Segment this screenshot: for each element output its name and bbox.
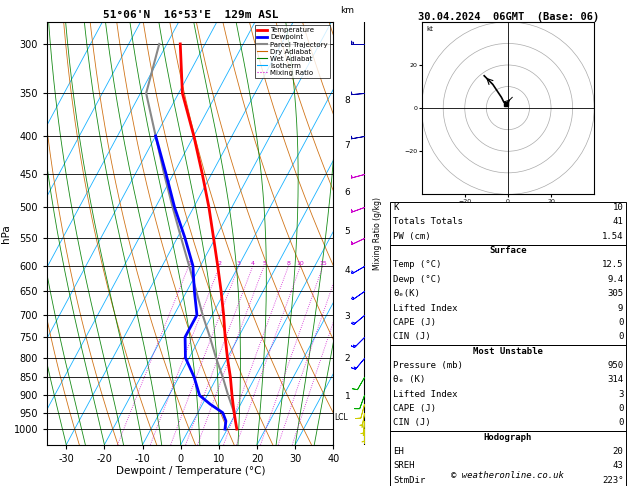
Text: 0: 0 — [618, 418, 623, 427]
Text: K: K — [393, 203, 399, 212]
Text: Temp (°C): Temp (°C) — [393, 260, 442, 270]
Text: 7: 7 — [345, 141, 350, 150]
Text: 9.4: 9.4 — [607, 275, 623, 284]
Text: CAPE (J): CAPE (J) — [393, 404, 436, 413]
Text: 10: 10 — [613, 203, 623, 212]
Text: Surface: Surface — [489, 246, 526, 255]
Text: 950: 950 — [607, 361, 623, 370]
Text: 20: 20 — [613, 447, 623, 456]
Text: Mixing Ratio (g/kg): Mixing Ratio (g/kg) — [373, 197, 382, 270]
Text: 2: 2 — [218, 260, 222, 266]
Text: PW (cm): PW (cm) — [393, 232, 431, 241]
Text: 3: 3 — [237, 260, 241, 266]
Text: Lifted Index: Lifted Index — [393, 390, 458, 399]
Text: Pressure (mb): Pressure (mb) — [393, 361, 463, 370]
Text: 1.54: 1.54 — [602, 232, 623, 241]
Text: Hodograph: Hodograph — [484, 433, 532, 442]
Text: Most Unstable: Most Unstable — [473, 347, 543, 356]
Text: 4: 4 — [345, 266, 350, 276]
Text: km: km — [340, 6, 355, 16]
Text: 305: 305 — [607, 289, 623, 298]
Text: 2: 2 — [345, 354, 350, 363]
Text: Totals Totals: Totals Totals — [393, 218, 463, 226]
Text: StmDir: StmDir — [393, 475, 425, 485]
Text: 8: 8 — [287, 260, 291, 266]
Text: 30.04.2024  06GMT  (Base: 06): 30.04.2024 06GMT (Base: 06) — [418, 12, 599, 22]
Text: Dewp (°C): Dewp (°C) — [393, 275, 442, 284]
Text: EH: EH — [393, 447, 404, 456]
Text: 41: 41 — [613, 218, 623, 226]
Text: 10: 10 — [297, 260, 304, 266]
Text: 12.5: 12.5 — [602, 260, 623, 270]
Legend: Temperature, Dewpoint, Parcel Trajectory, Dry Adiabat, Wet Adiabat, Isotherm, Mi: Temperature, Dewpoint, Parcel Trajectory… — [255, 25, 330, 78]
Text: 8: 8 — [345, 96, 350, 105]
Text: CIN (J): CIN (J) — [393, 332, 431, 341]
Text: 4: 4 — [251, 260, 255, 266]
Text: 5: 5 — [345, 227, 350, 237]
Text: θₑ(K): θₑ(K) — [393, 289, 420, 298]
Text: 6: 6 — [345, 189, 350, 197]
Text: LCL: LCL — [335, 413, 348, 422]
Text: 0: 0 — [618, 318, 623, 327]
Text: 3: 3 — [618, 390, 623, 399]
Text: 9: 9 — [618, 303, 623, 312]
Text: 43: 43 — [613, 461, 623, 470]
Text: 0: 0 — [618, 404, 623, 413]
Text: θₑ (K): θₑ (K) — [393, 375, 425, 384]
Text: kt: kt — [426, 26, 433, 32]
Y-axis label: hPa: hPa — [1, 224, 11, 243]
Text: CAPE (J): CAPE (J) — [393, 318, 436, 327]
Text: 3: 3 — [345, 312, 350, 321]
Text: 1: 1 — [187, 260, 191, 266]
X-axis label: Dewpoint / Temperature (°C): Dewpoint / Temperature (°C) — [116, 467, 265, 476]
Text: 223°: 223° — [602, 475, 623, 485]
Text: 314: 314 — [607, 375, 623, 384]
Text: 0: 0 — [618, 332, 623, 341]
Title: 51°06'N  16°53'E  129m ASL: 51°06'N 16°53'E 129m ASL — [103, 10, 278, 20]
Text: 1: 1 — [345, 392, 350, 400]
Text: Lifted Index: Lifted Index — [393, 303, 458, 312]
Text: SREH: SREH — [393, 461, 415, 470]
Text: © weatheronline.co.uk: © weatheronline.co.uk — [452, 471, 564, 480]
Text: CIN (J): CIN (J) — [393, 418, 431, 427]
Text: 15: 15 — [319, 260, 327, 266]
Text: 5: 5 — [262, 260, 266, 266]
